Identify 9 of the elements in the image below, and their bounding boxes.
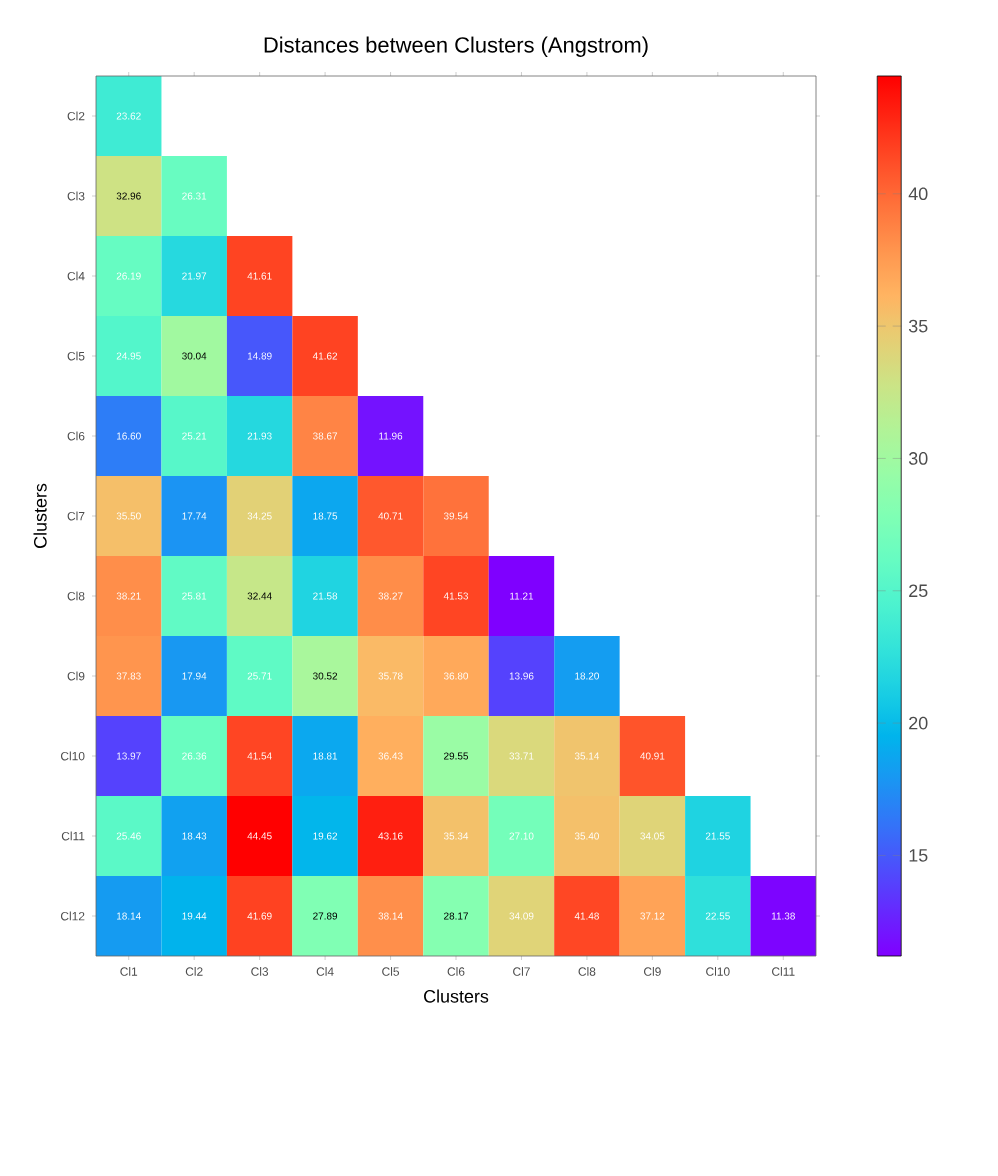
chart-title: Distances between Clusters (Angstrom) (264, 36, 648, 57)
x-axis-title: Clusters (424, 989, 489, 1003)
color-bar-label: 40 (908, 187, 928, 201)
color-bar-label: 15 (909, 849, 928, 862)
color-bar-label: 20 (909, 716, 928, 730)
color-bar-label: 25 (909, 584, 928, 598)
color-bar-label: 35 (908, 319, 928, 333)
y-axis-title: Clusters (33, 483, 47, 548)
color-bar-label: 30 (908, 452, 928, 465)
